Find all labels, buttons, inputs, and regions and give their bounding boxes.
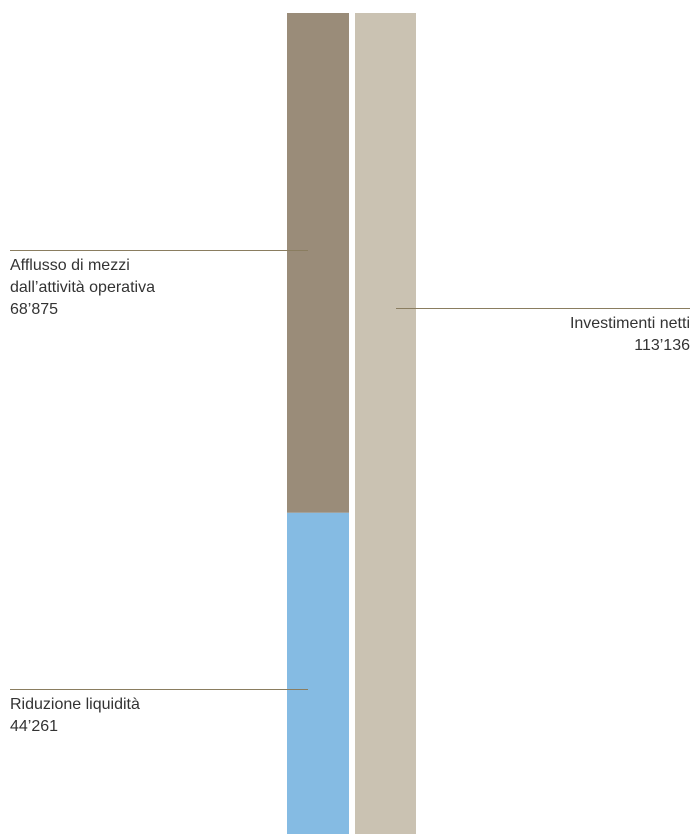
bar-segment-0-0 <box>287 13 349 513</box>
label-operating-inflow-line-2: dall’attività operativa <box>10 278 155 296</box>
label-net-investments-value: 113’136 <box>634 336 690 354</box>
label-net-investments: Investimenti netti 113’136 <box>570 313 690 357</box>
bar-segment-1-0 <box>355 13 416 834</box>
label-operating-inflow-value: 68’875 <box>10 300 59 318</box>
label-operating-inflow-line-1: Afflusso di mezzi <box>10 256 130 274</box>
label-operating-inflow: Afflusso di mezzi dall’attività operativ… <box>10 255 155 321</box>
label-liquidity-reduction: Riduzione liquidità 44’261 <box>10 694 140 738</box>
label-net-investments-line-1: Investimenti netti <box>569 314 690 332</box>
bar-segment-0-1 <box>287 512 349 834</box>
label-liquidity-reduction-value: 44’261 <box>10 717 59 735</box>
label-liquidity-reduction-line-1: Riduzione liquidità <box>10 695 140 713</box>
